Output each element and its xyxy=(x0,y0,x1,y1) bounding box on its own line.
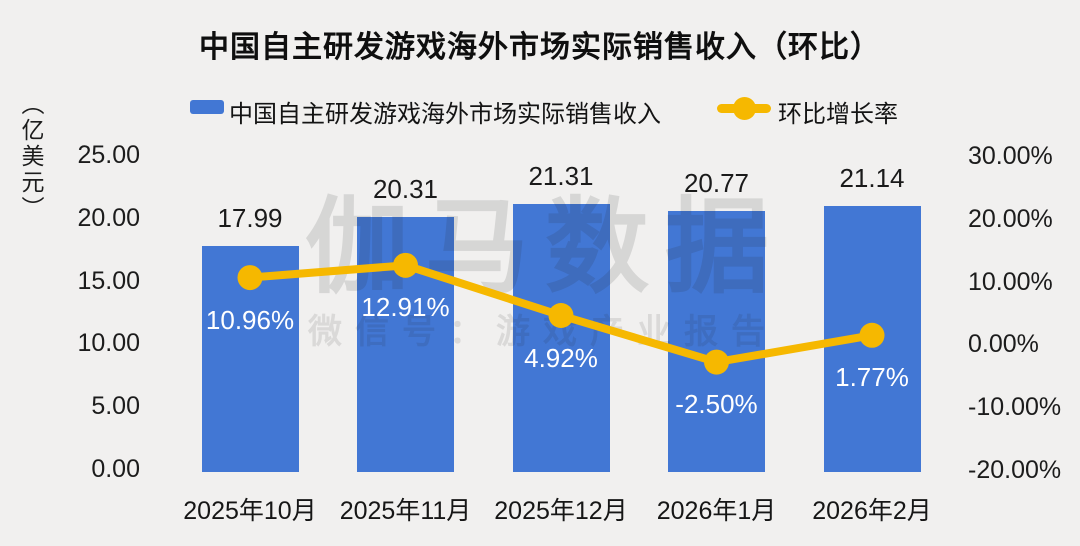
bar-value-label: 17.99 xyxy=(217,203,283,234)
growth-rate-label: 12.91% xyxy=(361,292,450,323)
right-axis-tick-label: 10.00% xyxy=(968,267,1053,296)
right-axis-tick-label: 0.00% xyxy=(968,330,1039,359)
bar-value-label: 20.77 xyxy=(683,168,750,199)
bar-value-label: 21.14 xyxy=(839,163,905,194)
bar xyxy=(512,204,610,472)
legend-line-marker-icon xyxy=(733,97,756,120)
growth-rate-label: 1.77% xyxy=(835,362,909,393)
left-axis-tick-label: 10.00 xyxy=(77,329,140,358)
bar xyxy=(668,211,765,472)
bar-value-label: 21.31 xyxy=(528,161,594,192)
legend-bar-swatch xyxy=(190,100,224,114)
left-axis-tick-label: 5.00 xyxy=(91,392,140,421)
right-axis-tick-label: 20.00% xyxy=(968,204,1053,233)
x-axis-tick-label: 2025年10月 xyxy=(183,497,317,525)
bar xyxy=(823,206,921,472)
x-axis-tick-label: 2025年11月 xyxy=(339,497,472,525)
left-axis-tick-label: 15.00 xyxy=(77,266,140,295)
bar xyxy=(201,246,299,472)
legend-line-label: 环比增长率 xyxy=(778,101,898,128)
growth-rate-label: -2.50% xyxy=(675,389,758,420)
x-axis-tick-label: 2026年2月 xyxy=(812,497,932,525)
bar xyxy=(357,216,454,472)
chart-title: 中国自主研发游戏海外市场实际销售收入（环比） xyxy=(199,31,881,64)
right-axis-tick-label: -10.00% xyxy=(968,393,1062,422)
left-axis-tick-label: 0.00 xyxy=(91,455,140,483)
growth-rate-label: 10.96% xyxy=(205,304,295,335)
right-axis-tick-label: -20.00% xyxy=(968,456,1062,484)
right-axis-tick-label: 30.00% xyxy=(968,142,1053,170)
x-axis-tick-label: 2026年1月 xyxy=(656,497,777,525)
growth-rate-label: 4.92% xyxy=(524,342,598,373)
left-axis-unit-label: （亿美元） xyxy=(18,92,44,222)
x-axis-tick-label: 2025年12月 xyxy=(494,497,628,525)
left-axis-tick-label: 20.00 xyxy=(77,203,140,232)
legend-bar-label: 中国自主研发游戏海外市场实际销售收入 xyxy=(229,101,661,128)
left-axis-tick-label: 25.00 xyxy=(77,141,140,169)
bar-value-label: 20.31 xyxy=(372,173,439,204)
